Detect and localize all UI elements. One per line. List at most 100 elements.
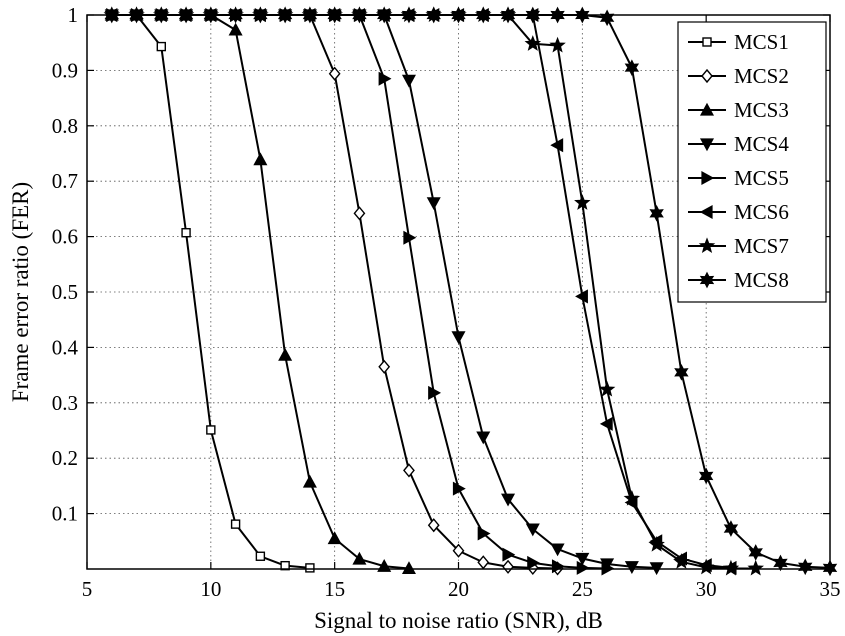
- mcs1-point: [230, 519, 241, 529]
- mcs8-point: [624, 59, 640, 76]
- mcs8-point: [723, 520, 739, 537]
- mcs8-point: [674, 364, 689, 381]
- mcs4-point: [525, 523, 540, 537]
- mcs3-point: [302, 474, 317, 488]
- mcs5-point: [452, 481, 466, 496]
- legend-marker-mcs6: [699, 204, 713, 220]
- mcs2-point: [328, 66, 341, 81]
- mcs8-point: [698, 467, 714, 485]
- legend-item-mcs3: MCS3: [688, 98, 789, 122]
- legend-item-mcs5: MCS5: [688, 166, 789, 190]
- mcs2-point: [353, 206, 366, 221]
- x-tick-label: 35: [820, 577, 841, 601]
- mcs7-point: [648, 535, 665, 552]
- legend-marker-mcs1: [702, 37, 712, 47]
- mcs2-point: [502, 559, 514, 574]
- mcs3-point: [228, 22, 243, 36]
- legend-label-mcs3: MCS3: [734, 98, 789, 122]
- mcs2-point: [403, 463, 415, 478]
- mcs8-point: [773, 554, 788, 572]
- mcs6-point: [599, 416, 613, 431]
- mcs8-point: [748, 544, 763, 561]
- mcs2-point: [452, 543, 465, 558]
- plot-frame: [86, 14, 831, 570]
- mcs7-point: [722, 559, 740, 576]
- mcs5-point: [378, 71, 392, 86]
- mcs7-point: [697, 558, 715, 575]
- legend-label-mcs5: MCS5: [734, 166, 789, 190]
- mcs3-point: [278, 347, 293, 361]
- y-tick-label: 1: [68, 3, 79, 27]
- legend-label-mcs8: MCS8: [734, 268, 789, 292]
- mcs6-point: [550, 138, 564, 153]
- mcs1-point: [206, 425, 216, 435]
- legend-label-mcs1: MCS1: [734, 30, 789, 54]
- x-tick-label: 10: [200, 577, 221, 601]
- mcs6-point: [575, 289, 588, 304]
- mcs7-point: [574, 194, 591, 210]
- legend-box: [677, 21, 827, 303]
- mcs1-point: [181, 228, 191, 238]
- mcs5-point: [477, 526, 491, 541]
- legend-marker-mcs3: [699, 102, 715, 116]
- y-tick-label: 0.6: [52, 225, 78, 249]
- mcs3-point: [352, 551, 367, 565]
- mcs7-point: [598, 380, 616, 397]
- mcs2-point: [427, 518, 440, 533]
- mcs1-point: [255, 551, 266, 561]
- y-tick-label: 0.5: [52, 280, 78, 304]
- tick-labels: 5 10 15 20 25 30 35 0.1 0.2 0.3 0.4 0.5 0.6 0.7 0.8 0.9…: [52, 3, 841, 601]
- legend-item-mcs7: MCS7: [688, 234, 789, 258]
- legend-label-mcs2: MCS2: [734, 64, 789, 88]
- x-tick-label: 25: [572, 577, 593, 601]
- x-tick-label: 5: [82, 577, 93, 601]
- mcs5-point: [576, 560, 590, 575]
- legend-item-mcs8: MCS8: [688, 268, 789, 292]
- y-tick-label: 0.9: [52, 58, 78, 82]
- mcs3-point: [327, 531, 342, 545]
- x-tick-label: 15: [324, 577, 345, 601]
- y-axis-label: Frame error ratio (FER): [8, 182, 33, 402]
- mcs4-point: [624, 561, 639, 575]
- legend-marker-mcs7: [698, 237, 716, 254]
- legend-marker-mcs4: [699, 138, 715, 152]
- mcs5-point: [502, 547, 516, 562]
- legend-marker-mcs5: [701, 170, 715, 186]
- mcs5-point: [428, 385, 441, 400]
- x-tick-label: 20: [448, 577, 469, 601]
- legend-item-mcs1: MCS1: [688, 30, 789, 54]
- mcs7-point: [549, 36, 566, 53]
- legend-item-mcs4: MCS4: [688, 132, 789, 156]
- y-tick-label: 0.2: [52, 446, 78, 470]
- mcs5-point: [527, 555, 541, 570]
- legend-label-mcs6: MCS6: [734, 200, 789, 224]
- mcs4-point: [451, 331, 466, 345]
- y-tick-label: 0.3: [52, 391, 78, 415]
- mcs2-point: [378, 359, 391, 374]
- legend-label-mcs4: MCS4: [734, 132, 789, 156]
- mcs1-point: [156, 41, 167, 52]
- mcs4-point: [575, 552, 590, 566]
- legend-marker-mcs8: [699, 271, 715, 289]
- x-axis-label: Signal to noise ratio (SNR), dB: [314, 608, 603, 633]
- legend: MCS1 MCS2 MCS3 MCS4 MCS5 MCS6 MCS7 MCS8: [677, 21, 827, 303]
- mcs1-point: [305, 563, 315, 573]
- y-tick-label: 0.1: [52, 502, 78, 526]
- mcs8-point: [649, 205, 664, 222]
- mcs8-point: [798, 558, 813, 576]
- series-mcs1: [107, 10, 315, 573]
- mcs7-point: [524, 35, 542, 51]
- mcs4-point: [550, 543, 565, 557]
- legend-label-mcs7: MCS7: [734, 234, 789, 258]
- mcs7-point: [673, 553, 690, 569]
- legend-marker-mcs2: [701, 68, 713, 84]
- mcs3-point: [401, 561, 416, 575]
- y-tick-label: 0.7: [52, 169, 78, 193]
- mcs4-point: [476, 431, 491, 445]
- x-tick-label: 30: [696, 577, 717, 601]
- y-tick-label: 0.8: [52, 114, 78, 138]
- mcs5-point: [403, 230, 417, 245]
- mcs4-point: [401, 74, 416, 88]
- mcs3-point: [253, 152, 268, 166]
